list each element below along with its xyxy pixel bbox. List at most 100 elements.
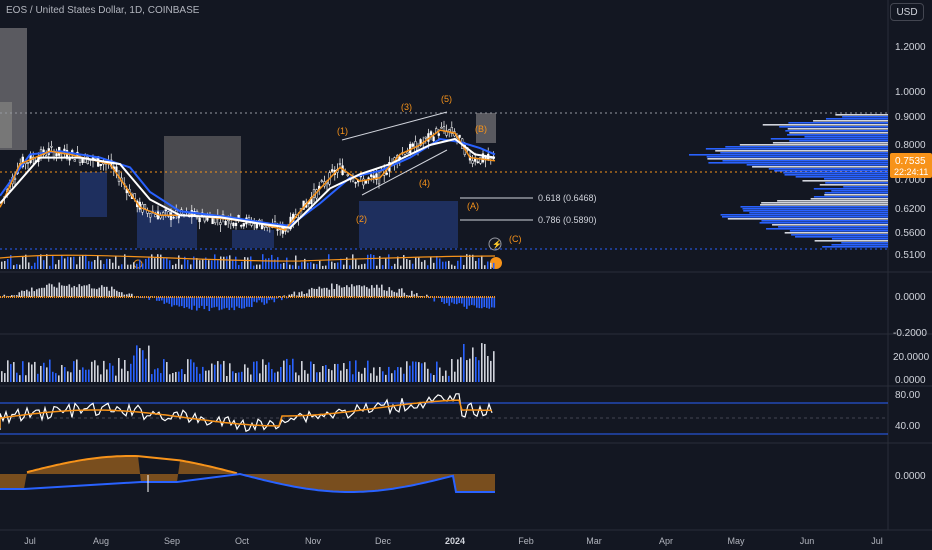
candle-body	[276, 229, 279, 231]
candle-body	[167, 211, 170, 217]
volume-bar	[406, 259, 408, 269]
volume-bar	[475, 260, 477, 269]
wave-b-label: (B)	[475, 124, 487, 134]
macd-bar	[336, 284, 338, 297]
macd-bar	[488, 297, 491, 309]
macd-bar	[48, 283, 51, 297]
profile-bar	[804, 136, 888, 138]
volume-pane-bar	[154, 369, 156, 382]
volume-bar	[256, 264, 258, 269]
volume-pane-bar	[19, 375, 21, 382]
volume-bar	[298, 265, 300, 269]
volume-pane-bar	[394, 370, 396, 382]
macd-bar	[168, 297, 171, 304]
time-tick: Jun	[800, 536, 815, 546]
oscillator-line-orange	[26, 455, 238, 475]
volume-pane-bar	[115, 375, 117, 382]
macd-bar	[61, 285, 63, 297]
profile-bar	[795, 236, 888, 238]
volume-bar	[355, 259, 357, 269]
volume-pane-bar	[448, 375, 450, 382]
candle-body	[45, 155, 48, 157]
profile-bar	[761, 202, 888, 204]
macd-bar	[458, 297, 461, 304]
volume-bar	[211, 260, 213, 269]
volume-pane-bar	[49, 359, 51, 382]
profile-bar	[727, 218, 888, 220]
profile-bar	[843, 186, 888, 188]
profile-bar	[795, 176, 888, 178]
profile-bar	[791, 234, 888, 236]
volume-bar	[424, 260, 426, 269]
candle-body	[99, 163, 102, 166]
profile-bar	[739, 144, 888, 146]
macd-bar	[246, 297, 248, 307]
macd-bar	[191, 297, 193, 310]
event-marker-icon[interactable]	[490, 257, 502, 269]
volume-pane-bar	[412, 361, 414, 382]
volume-bar	[217, 260, 219, 269]
time-tick: Aug	[93, 536, 109, 546]
volume-tick: 0.0000	[895, 375, 926, 386]
volume-bar	[397, 256, 399, 269]
volume-bar	[52, 255, 54, 269]
volume-bar	[490, 262, 492, 269]
profile-bar	[746, 164, 888, 166]
macd-bar	[468, 297, 471, 306]
macd-bar	[58, 282, 61, 297]
volume-pane-bar	[181, 369, 183, 382]
macd-bar	[166, 297, 168, 303]
volume-pane-bar	[76, 359, 78, 382]
volume-pane-bar	[79, 369, 81, 382]
volume-bar	[13, 265, 15, 269]
profile-bar	[814, 240, 888, 242]
macd-bar	[378, 287, 381, 297]
macd-bar	[53, 286, 56, 297]
time-tick: Feb	[518, 536, 534, 546]
volume-bar	[379, 256, 381, 269]
macd-bar	[443, 297, 446, 304]
volume-pane-bar	[169, 374, 171, 382]
candle-body	[81, 158, 84, 164]
volume-bar	[82, 255, 84, 269]
macd-bar	[308, 289, 311, 297]
candle-body	[86, 156, 89, 164]
volume-pane-bar	[373, 367, 375, 382]
volume-pane-bar	[370, 373, 372, 382]
volume-bar	[133, 262, 135, 269]
macd-bar	[31, 287, 33, 297]
currency-button[interactable]: USD	[890, 3, 924, 21]
candle-body	[219, 222, 222, 225]
macd-bar	[348, 287, 351, 297]
volume-pane-bar	[286, 358, 288, 382]
volume-bar	[304, 258, 306, 269]
macd-bar	[373, 287, 376, 297]
volume-bar	[289, 264, 291, 269]
macd-bar	[173, 297, 176, 306]
volume-bar	[70, 257, 72, 269]
volume-pane-bar	[244, 364, 246, 382]
candle-body	[68, 158, 71, 161]
macd-bar	[418, 296, 421, 297]
volume-pane-bar	[58, 375, 60, 382]
volume-pane-bar	[490, 360, 492, 382]
volume-pane-bar	[430, 373, 432, 382]
macd-bar	[263, 297, 266, 305]
volume-bar	[4, 260, 6, 269]
volume-pane-bar	[328, 368, 330, 382]
profile-bar	[760, 204, 888, 206]
macd-bar	[176, 297, 178, 306]
volume-bar	[466, 254, 468, 269]
lightning-icon[interactable]	[488, 237, 502, 251]
volume-pane-bar	[268, 362, 270, 382]
macd-bar	[478, 297, 481, 309]
profile-bar	[784, 174, 888, 176]
volume-pane-bar	[25, 375, 27, 382]
volume-bar	[400, 265, 402, 269]
volume-bar	[154, 258, 156, 269]
profile-bar	[813, 120, 888, 122]
profile-bar	[752, 166, 888, 168]
macd-bar	[481, 297, 483, 309]
macd-bar	[8, 296, 11, 297]
